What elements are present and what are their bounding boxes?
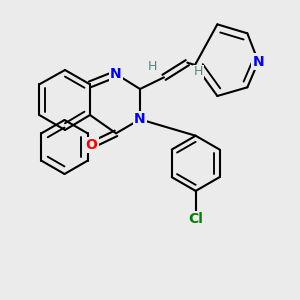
Text: N: N bbox=[110, 67, 122, 81]
Text: N: N bbox=[253, 55, 264, 69]
Text: H: H bbox=[147, 60, 157, 73]
Text: H: H bbox=[194, 65, 203, 78]
Text: N: N bbox=[134, 112, 146, 126]
Text: Cl: Cl bbox=[188, 212, 203, 226]
Text: O: O bbox=[86, 138, 98, 152]
